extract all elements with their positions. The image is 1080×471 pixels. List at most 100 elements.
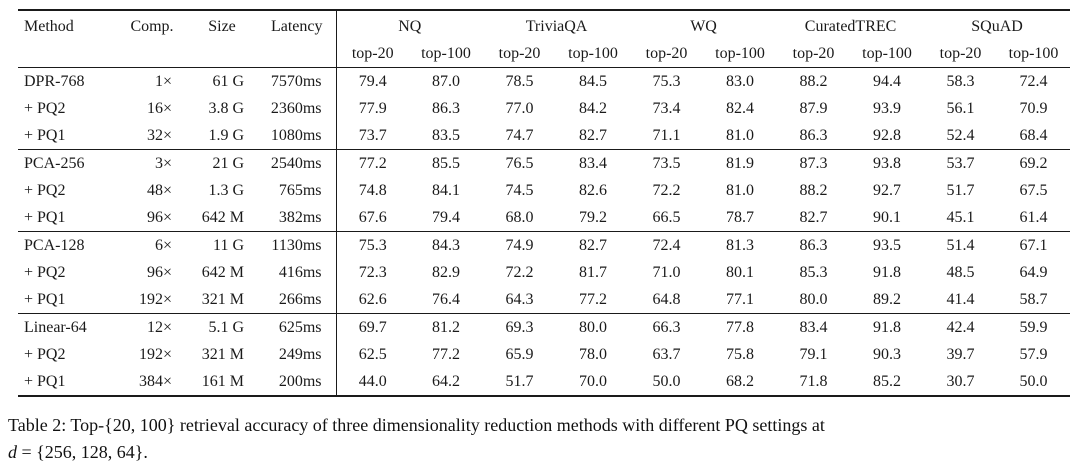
cell-value: 50.0 <box>1019 373 1048 390</box>
cell-value: 80.0 <box>579 319 608 336</box>
cell-value: 50.0 <box>652 373 681 390</box>
cell-value: 92.8 <box>873 127 902 144</box>
cell-value: 80.0 <box>799 291 828 308</box>
table-row: + PQ2 192× 321 M 249ms 62.5 77.2 65.9 78.0 63.7 7… <box>18 341 1070 368</box>
cell-value: 81.2 <box>432 319 460 336</box>
cell-value: 72.4 <box>652 237 681 254</box>
cell-value: 53.7 <box>946 155 975 172</box>
cell-method: Linear-64 <box>24 319 87 336</box>
caption-math-var: d <box>8 442 17 462</box>
subheader-top20: top-20 <box>792 45 835 62</box>
cell-method: DPR-768 <box>24 73 85 90</box>
cell-size: 321 M <box>201 346 244 363</box>
cell-method: PCA-128 <box>24 237 85 254</box>
cell-method: PCA-256 <box>24 155 85 172</box>
cell-value: 93.8 <box>873 155 902 172</box>
cell-value: 65.9 <box>505 346 534 363</box>
cell-method: + PQ1 <box>24 291 66 308</box>
cell-latency: 266ms <box>278 291 322 308</box>
cell-value: 81.7 <box>579 264 608 281</box>
cell-value: 52.4 <box>946 127 975 144</box>
cell-value: 87.0 <box>432 73 460 90</box>
table-row: + PQ1 192× 321 M 266ms 62.6 76.4 64.3 77.2 64.8 7… <box>18 286 1070 314</box>
cell-value: 73.7 <box>335 122 409 150</box>
cell-value: 83.5 <box>432 127 460 144</box>
cell-method: + PQ1 <box>24 127 66 144</box>
cell-value: 77.1 <box>726 291 755 308</box>
subheader-top100: top-100 <box>421 45 471 62</box>
cell-value: 69.3 <box>505 319 534 336</box>
cell-value: 69.7 <box>335 313 409 341</box>
cell-value: 84.2 <box>579 100 608 117</box>
cell-value: 77.8 <box>726 319 755 336</box>
cell-value: 94.4 <box>873 73 902 90</box>
cell-value: 72.2 <box>505 264 534 281</box>
cell-value: 42.4 <box>946 319 975 336</box>
subheader-top100: top-100 <box>1008 45 1059 62</box>
cell-value: 74.5 <box>505 182 534 199</box>
subheader-top20: top-20 <box>939 45 982 62</box>
cell-size: 1.3 G <box>208 182 244 199</box>
cell-value: 64.9 <box>1019 264 1048 281</box>
group-header-curatedtrec: CuratedTREC <box>804 18 897 35</box>
cell-value: 88.2 <box>799 73 828 90</box>
cell-comp: 12× <box>146 319 172 336</box>
table-row: DPR-768 1× 61 G 7570ms 79.4 87.0 78.5 84.5 75.3 8… <box>18 67 1070 95</box>
cell-value: 86.3 <box>799 127 828 144</box>
table-row: + PQ1 96× 642 M 382ms 67.6 79.4 68.0 79.2 66.5 78… <box>18 204 1070 232</box>
cell-value: 51.4 <box>946 237 975 254</box>
table-row: PCA-128 6× 11 G 1130ms 75.3 84.3 74.9 82.7 72.4 8… <box>18 231 1070 259</box>
caption-math-rest: = {256, 128, 64}. <box>17 442 148 462</box>
cell-latency: 765ms <box>278 182 322 199</box>
cell-value: 85.3 <box>799 264 828 281</box>
cell-value: 82.7 <box>579 127 608 144</box>
cell-value: 73.4 <box>652 100 681 117</box>
cell-value: 74.7 <box>505 127 534 144</box>
method-block: PCA-128 6× 11 G 1130ms 75.3 84.3 74.9 82.7 72.4 8… <box>18 231 1071 314</box>
cell-value: 86.3 <box>432 100 460 117</box>
cell-value: 87.9 <box>799 100 828 117</box>
cell-latency: 200ms <box>278 373 322 390</box>
subheader-top100: top-100 <box>862 45 912 62</box>
cell-method: + PQ2 <box>24 100 66 117</box>
cell-value: 71.8 <box>799 373 828 390</box>
caption-text: Table 2: Top-{20, 100} retrieval accurac… <box>8 415 825 435</box>
cell-value: 91.8 <box>873 264 902 281</box>
cell-value: 61.4 <box>1019 209 1048 226</box>
cell-value: 68.4 <box>1019 127 1048 144</box>
table-row: Linear-64 12× 5.1 G 625ms 69.7 81.2 69.3 80.0 66… <box>18 313 1070 341</box>
cell-value: 67.5 <box>1019 182 1048 199</box>
cell-value: 67.1 <box>1019 237 1048 254</box>
cell-value: 84.5 <box>579 73 608 90</box>
cell-value: 77.0 <box>505 100 534 117</box>
group-header-nq: NQ <box>335 10 484 40</box>
cell-value: 81.3 <box>726 237 755 254</box>
cell-value: 78.5 <box>505 73 534 90</box>
cell-size: 321 M <box>201 291 244 308</box>
subheader-top20: top-20 <box>498 45 541 62</box>
cell-value: 83.4 <box>799 319 828 336</box>
cell-value: 67.6 <box>335 204 409 232</box>
cell-comp: 192× <box>138 291 172 308</box>
cell-value: 89.2 <box>873 291 902 308</box>
results-table: Method Comp. Size Latency NQ TriviaQA WQ… <box>18 9 1071 397</box>
col-header-latency: Latency <box>270 18 323 35</box>
subheader-row: top-20 top-100 top-20 top-100 top-20 top… <box>18 40 1070 68</box>
cell-latency: 625ms <box>278 319 322 336</box>
cell-method: + PQ1 <box>24 209 66 226</box>
cell-value: 81.0 <box>726 182 755 199</box>
cell-value: 85.2 <box>873 373 902 390</box>
subheader-top100: top-100 <box>715 45 765 62</box>
cell-value: 41.4 <box>946 291 975 308</box>
cell-value: 68.2 <box>726 373 755 390</box>
cell-value: 88.2 <box>799 182 828 199</box>
cell-value: 64.3 <box>505 291 534 308</box>
cell-value: 59.9 <box>1019 319 1048 336</box>
method-block: DPR-768 1× 61 G 7570ms 79.4 87.0 78.5 84.5 75.3 8… <box>18 67 1071 150</box>
cell-value: 78.7 <box>726 209 755 226</box>
cell-comp: 3× <box>154 155 172 172</box>
cell-value: 72.4 <box>1019 73 1048 90</box>
col-header-method: Method <box>24 18 74 35</box>
group-header-triviaqa: TriviaQA <box>525 18 588 35</box>
cell-value: 90.1 <box>873 209 902 226</box>
